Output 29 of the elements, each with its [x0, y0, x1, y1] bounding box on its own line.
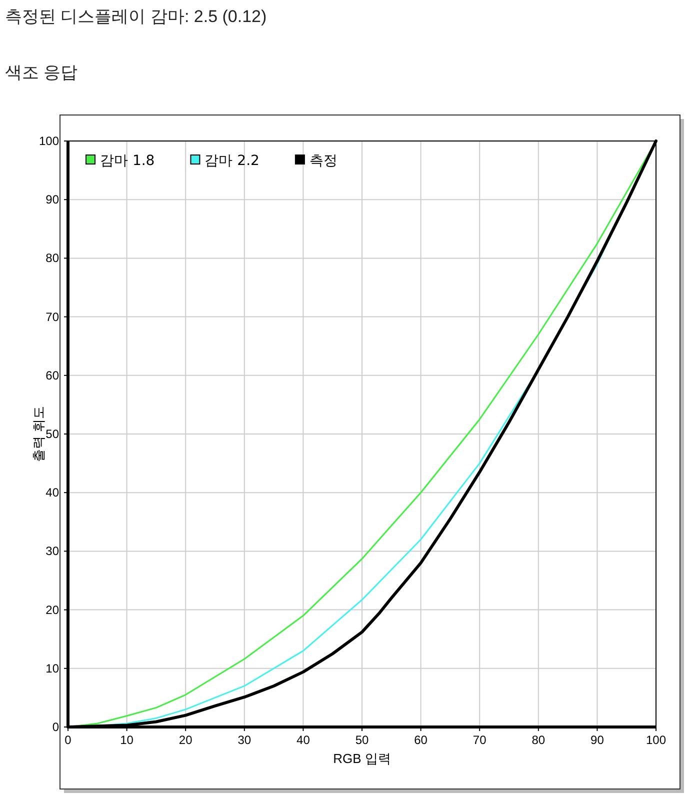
legend-label: 감마 1.8	[100, 153, 155, 169]
y-tick-label: 10	[46, 661, 60, 676]
y-tick-label: 70	[46, 310, 60, 324]
x-tick-label: 100	[646, 733, 666, 747]
x-tick-label: 60	[414, 733, 428, 747]
y-tick-label: 30	[46, 544, 60, 558]
x-tick-label: 30	[238, 733, 252, 747]
x-tick-label: 20	[178, 733, 193, 747]
y-tick-label: 0	[52, 720, 60, 734]
y-tick-label: 100	[38, 134, 60, 148]
y-tick-label: 80	[46, 251, 60, 266]
y-tick-label: 50	[46, 427, 60, 441]
x-tick-label: 70	[472, 733, 487, 747]
x-tick-label: 90	[590, 733, 604, 747]
x-tick-label: 10	[120, 733, 134, 747]
y-tick-label: 20	[46, 602, 60, 617]
x-tick-label: 80	[532, 733, 546, 747]
x-tick-label: 0	[64, 733, 72, 747]
y-axis-title: 출력 휘도	[31, 406, 46, 462]
legend-label: 측정	[309, 153, 338, 169]
chart-subtitle: 색조 응답	[5, 63, 78, 82]
chart-title: 측정된 디스플레이 감마: 2.5 (0.12)	[5, 7, 267, 26]
y-tick-label: 40	[46, 486, 60, 500]
legend-label: 감마 2.2	[204, 153, 260, 169]
x-axis-title: RGB 입력	[333, 751, 391, 766]
x-tick-label: 50	[355, 733, 369, 747]
y-tick-label: 90	[46, 192, 60, 207]
y-tick-label: 60	[46, 368, 60, 382]
x-tick-label: 40	[296, 733, 310, 747]
